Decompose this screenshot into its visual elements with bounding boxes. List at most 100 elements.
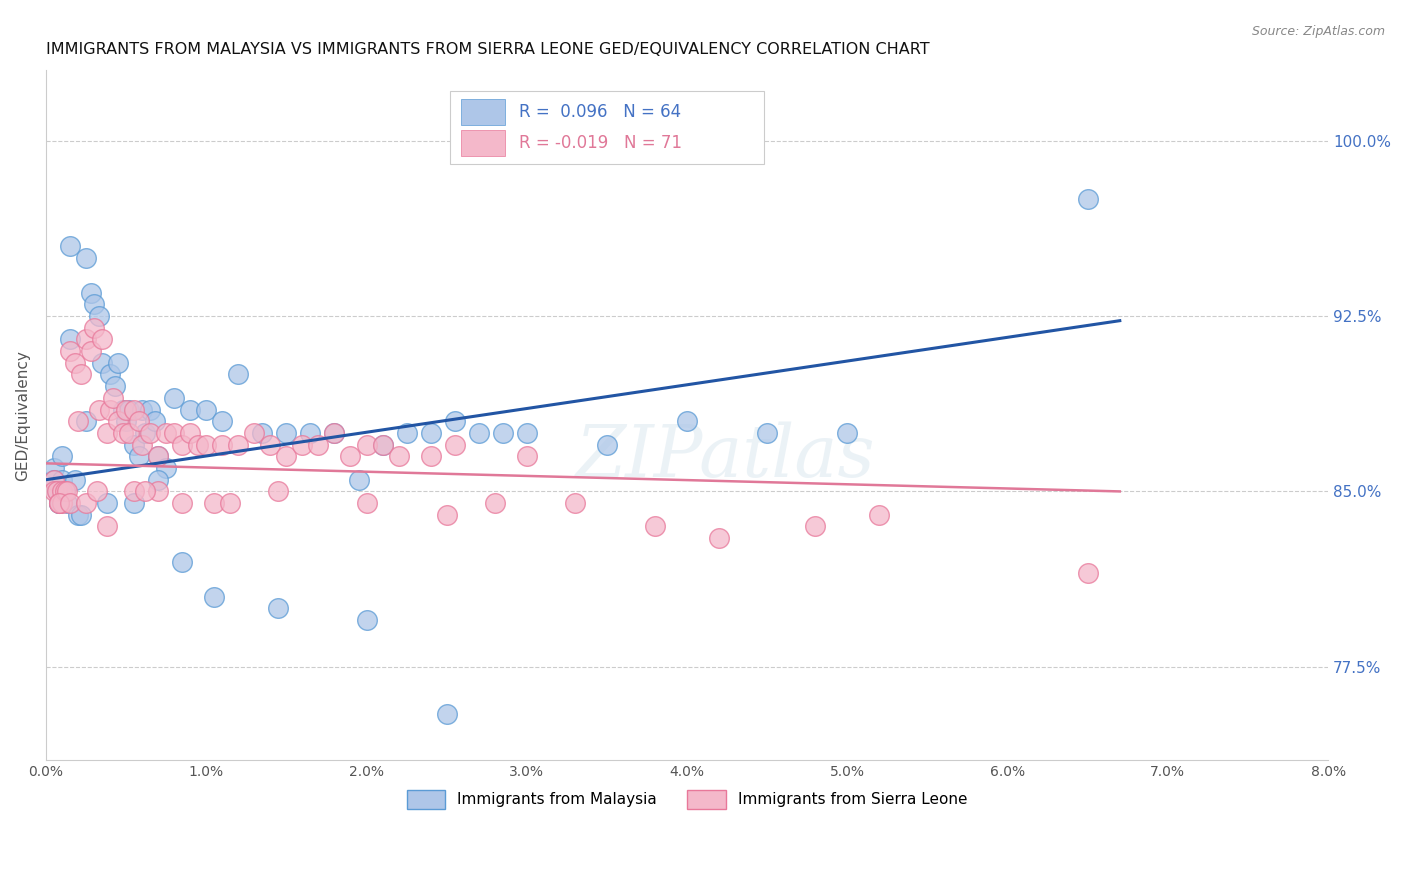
Point	[51, 496, 73, 510]
Point	[146, 450, 169, 464]
Point	[53, 484, 76, 499]
Point	[48, 496, 70, 510]
Point	[202, 590, 225, 604]
Point	[243, 425, 266, 440]
Point	[276, 450, 298, 464]
Point	[1077, 192, 1099, 206]
Point	[42, 484, 65, 499]
Point	[122, 437, 145, 451]
Point	[172, 555, 194, 569]
Point	[122, 484, 145, 499]
Point	[56, 484, 79, 499]
Point	[371, 437, 394, 451]
Point	[111, 425, 134, 440]
Point	[202, 496, 225, 510]
Point	[259, 437, 281, 451]
Point	[163, 391, 186, 405]
Point	[1077, 566, 1099, 581]
Point	[115, 402, 138, 417]
Point	[163, 425, 186, 440]
Point	[371, 437, 394, 451]
Point	[122, 402, 145, 417]
Point	[356, 496, 378, 510]
Point	[42, 461, 65, 475]
FancyBboxPatch shape	[450, 91, 763, 163]
Text: R =  0.096   N = 64: R = 0.096 N = 64	[519, 103, 682, 120]
Point	[75, 251, 97, 265]
Point	[195, 437, 218, 451]
Point	[75, 496, 97, 510]
Point	[395, 425, 418, 440]
Point	[91, 332, 114, 346]
Point	[59, 239, 82, 253]
Point	[48, 496, 70, 510]
Point	[347, 473, 370, 487]
Point	[837, 425, 859, 440]
Point	[139, 425, 162, 440]
Point	[267, 601, 290, 615]
Point	[339, 450, 361, 464]
Text: ZIPatlas: ZIPatlas	[575, 422, 876, 492]
Point	[644, 519, 666, 533]
Point	[42, 473, 65, 487]
Legend: Immigrants from Malaysia, Immigrants from Sierra Leone: Immigrants from Malaysia, Immigrants fro…	[401, 784, 973, 814]
Point	[48, 496, 70, 510]
Point	[75, 332, 97, 346]
Point	[75, 414, 97, 428]
Point	[323, 425, 346, 440]
Point	[467, 425, 489, 440]
Point	[139, 402, 162, 417]
Point	[42, 473, 65, 487]
Point	[96, 496, 118, 510]
Point	[356, 613, 378, 627]
Point	[419, 425, 441, 440]
Point	[226, 437, 249, 451]
Point	[131, 402, 153, 417]
Point	[146, 450, 169, 464]
Point	[87, 309, 110, 323]
Point	[179, 402, 201, 417]
Point	[59, 344, 82, 359]
Point	[387, 450, 409, 464]
Point	[131, 437, 153, 451]
Point	[115, 414, 138, 428]
Point	[80, 285, 103, 300]
Point	[86, 484, 108, 499]
Point	[146, 484, 169, 499]
Point	[48, 496, 70, 510]
Point	[134, 425, 156, 440]
FancyBboxPatch shape	[461, 129, 505, 156]
Text: R = -0.019   N = 71: R = -0.019 N = 71	[519, 134, 682, 152]
Point	[53, 484, 76, 499]
Point	[56, 496, 79, 510]
Point	[172, 437, 194, 451]
Point	[219, 496, 242, 510]
Point	[211, 437, 233, 451]
Point	[46, 484, 69, 499]
Point	[128, 450, 150, 464]
Point	[868, 508, 890, 522]
Point	[96, 519, 118, 533]
Point	[443, 414, 465, 428]
Point	[104, 379, 127, 393]
Point	[155, 425, 177, 440]
Point	[146, 473, 169, 487]
Point	[118, 425, 141, 440]
Point	[70, 368, 93, 382]
Point	[63, 473, 86, 487]
Point	[46, 484, 69, 499]
Text: Source: ZipAtlas.com: Source: ZipAtlas.com	[1251, 25, 1385, 38]
Point	[195, 402, 218, 417]
Point	[443, 437, 465, 451]
Point	[134, 484, 156, 499]
Point	[299, 425, 322, 440]
Point	[516, 425, 538, 440]
Point	[291, 437, 314, 451]
Point	[96, 425, 118, 440]
Point	[307, 437, 329, 451]
Point	[111, 402, 134, 417]
Point	[155, 461, 177, 475]
Point	[226, 368, 249, 382]
Point	[66, 414, 89, 428]
Point	[59, 332, 82, 346]
